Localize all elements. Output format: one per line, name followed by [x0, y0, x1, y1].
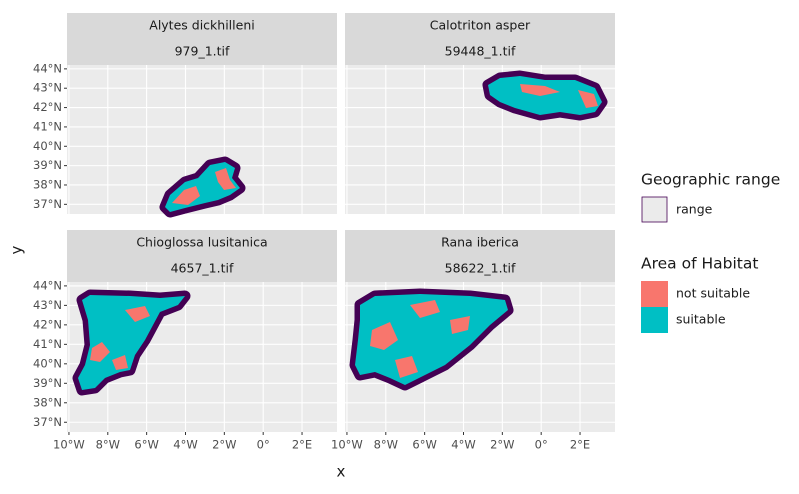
- map-rana: [349, 288, 514, 391]
- legend-title: Area of Habitat: [641, 255, 758, 273]
- unsuitable-area: [172, 186, 200, 205]
- legend-key: [641, 281, 668, 307]
- unsuitable-area: [370, 322, 398, 350]
- y-tick-label: 38°N: [33, 395, 62, 409]
- x-tick-label: 6°W: [412, 438, 436, 452]
- y-tick-label: 43°N: [33, 81, 62, 95]
- x-axis-label: x: [337, 463, 346, 481]
- unsuitable-area: [125, 306, 150, 322]
- x-tick-label: 2°W: [490, 438, 514, 452]
- strip: [67, 230, 337, 282]
- x-tick-label: 6°W: [134, 438, 158, 452]
- map-calotriton: [482, 70, 608, 121]
- unsuitable-area: [578, 90, 598, 108]
- strip-subtitle: 59448_1.tif: [445, 44, 516, 59]
- unsuitable-area: [90, 342, 110, 362]
- x-tick-label: 0°: [257, 438, 270, 452]
- unsuitable-area: [112, 355, 128, 370]
- strip-title: Chioglossa lusitanica: [136, 235, 267, 250]
- y-tick-label: 42°N: [33, 100, 62, 114]
- suitable-area: [78, 295, 185, 390]
- unsuitable-area: [450, 316, 470, 334]
- legend-key: [641, 307, 668, 333]
- legend-label: range: [676, 202, 713, 217]
- unsuitable-area: [215, 168, 236, 190]
- legend-title: Geographic range: [641, 171, 780, 189]
- y-tick-label: 42°N: [33, 317, 62, 331]
- x-tick-label: 8°W: [96, 438, 120, 452]
- unsuitable-area: [395, 356, 418, 378]
- legend-label: suitable: [676, 312, 726, 327]
- y-tick-label: 37°N: [33, 197, 62, 211]
- strip-subtitle: 4657_1.tif: [171, 261, 234, 276]
- strip-subtitle: 58622_1.tif: [445, 261, 516, 276]
- strip: [345, 230, 615, 282]
- strip: [67, 13, 337, 65]
- x-tick-label: 4°W: [173, 438, 197, 452]
- legend-key: [641, 196, 668, 223]
- y-tick-label: 44°N: [33, 61, 62, 75]
- strip-title: Calotriton asper: [430, 18, 531, 33]
- unsuitable-area: [410, 300, 440, 318]
- y-tick-label: 41°N: [33, 337, 62, 351]
- suitable-area: [488, 76, 602, 115]
- strip-title: Alytes dickhilleni: [149, 18, 254, 33]
- x-tick-label: 10°W: [331, 438, 363, 452]
- y-tick-label: 39°N: [33, 158, 62, 172]
- unsuitable-area: [520, 84, 560, 96]
- y-tick-label: 39°N: [33, 376, 62, 390]
- strip-subtitle: 979_1.tif: [175, 44, 230, 59]
- y-tick-label: 38°N: [33, 177, 62, 191]
- y-tick-label: 40°N: [33, 356, 62, 370]
- y-tick-label: 40°N: [33, 139, 62, 153]
- y-axis-label: y: [8, 245, 26, 254]
- strip: [345, 13, 615, 65]
- x-tick-label: 2°E: [570, 438, 590, 452]
- y-tick-label: 44°N: [33, 278, 62, 292]
- map-chioglossa: [72, 289, 191, 396]
- x-tick-label: 8°W: [374, 438, 398, 452]
- y-tick-label: 41°N: [33, 119, 62, 133]
- x-tick-label: 2°E: [292, 438, 312, 452]
- y-tick-label: 43°N: [33, 298, 62, 312]
- strip-title: Rana iberica: [441, 235, 519, 250]
- y-tick-label: 37°N: [33, 415, 62, 429]
- x-tick-label: 2°W: [212, 438, 236, 452]
- range-maps: [72, 70, 608, 396]
- x-tick-label: 0°: [535, 438, 548, 452]
- x-tick-label: 4°W: [451, 438, 475, 452]
- legend-label: not suitable: [676, 286, 750, 301]
- x-tick-label: 10°W: [53, 438, 85, 452]
- map-alytes: [159, 156, 246, 218]
